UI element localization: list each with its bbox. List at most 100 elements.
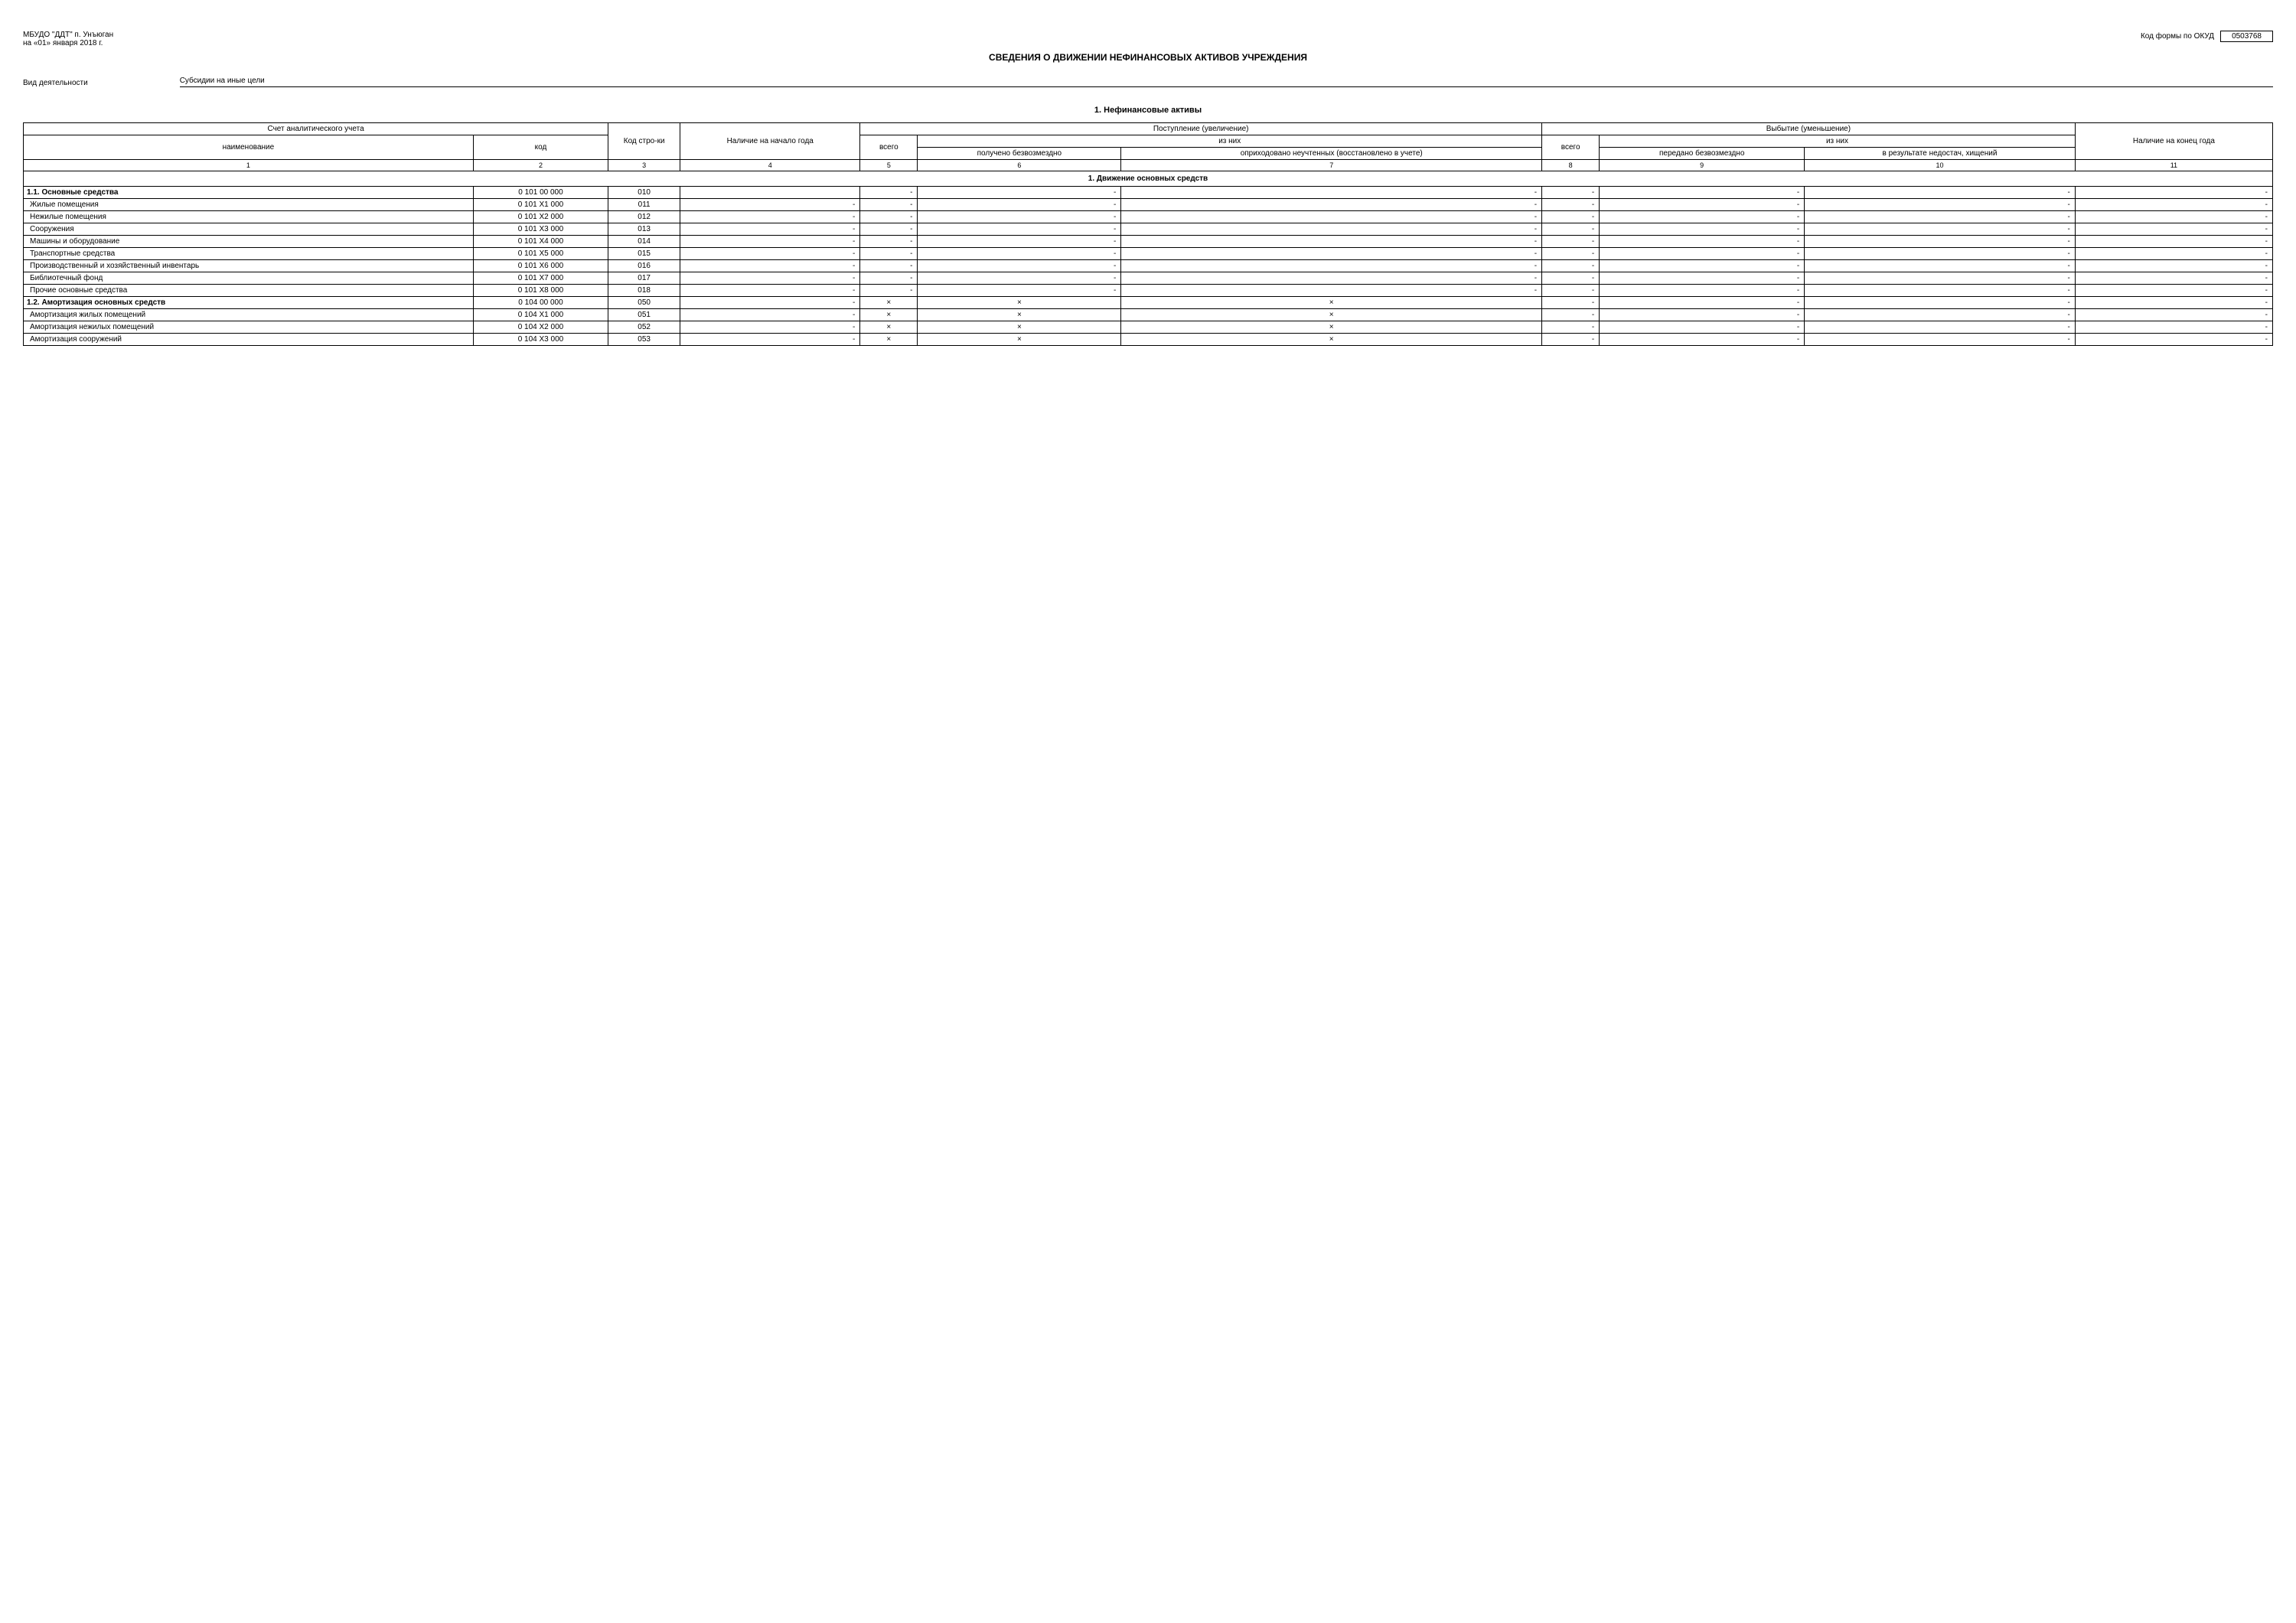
okud-label: Код формы по ОКУД	[2141, 32, 2214, 41]
cell-name: Амортизация сооружений	[24, 334, 474, 346]
cell-outflow-total: -	[1542, 260, 1600, 272]
cell-line: 016	[608, 260, 680, 272]
cell-line: 014	[608, 236, 680, 248]
cell-transferred-free: -	[1600, 297, 1805, 309]
cell-inflow-total: -	[860, 272, 918, 285]
th-code: код	[473, 135, 608, 160]
cell-code: 0 101 00 000	[473, 187, 608, 199]
cell-received-free: ×	[918, 309, 1121, 321]
cell-outflow-total: -	[1542, 223, 1600, 236]
cell-inflow-total: -	[860, 236, 918, 248]
org-name: МБУДО "ДДТ" п. Унъюган	[23, 31, 113, 39]
cell-end: -	[2075, 334, 2272, 346]
th-received-free: получено безвозмездно	[918, 148, 1121, 160]
table-row: Амортизация сооружений0 104 X3 000053-××…	[24, 334, 2273, 346]
colnum: 4	[680, 160, 860, 171]
cell-name: Жилые помещения	[24, 199, 474, 211]
cell-received-free: -	[918, 272, 1121, 285]
cell-start: -	[680, 223, 860, 236]
th-inflow-ofthem: из них	[918, 135, 1542, 148]
colnum: 6	[918, 160, 1121, 171]
cell-start: -	[680, 285, 860, 297]
cell-code: 0 104 X1 000	[473, 309, 608, 321]
cell-transferred-free: -	[1600, 285, 1805, 297]
cell-name: Транспортные средства	[24, 248, 474, 260]
table-row: Библиотечный фонд0 101 X7 000017--------	[24, 272, 2273, 285]
cell-inflow-total: -	[860, 260, 918, 272]
cell-code: 0 101 X3 000	[473, 223, 608, 236]
cell-capitalized: -	[1121, 285, 1542, 297]
colnum: 8	[1542, 160, 1600, 171]
cell-outflow-total: -	[1542, 309, 1600, 321]
cell-end: -	[2075, 187, 2272, 199]
cell-name: Амортизация нежилых помещений	[24, 321, 474, 334]
cell-end: -	[2075, 285, 2272, 297]
cell-end: -	[2075, 211, 2272, 223]
cell-end: -	[2075, 223, 2272, 236]
cell-line: 053	[608, 334, 680, 346]
cell-end: -	[2075, 248, 2272, 260]
cell-outflow-total: -	[1542, 285, 1600, 297]
org-block: МБУДО "ДДТ" п. Унъюган на «01» января 20…	[23, 31, 113, 47]
cell-transferred-free: -	[1600, 211, 1805, 223]
th-line-code: Код стро-ки	[608, 123, 680, 160]
cell-outflow-total: -	[1542, 248, 1600, 260]
cell-code: 0 101 X1 000	[473, 199, 608, 211]
cell-code: 0 101 X8 000	[473, 285, 608, 297]
cell-transferred-free: -	[1600, 236, 1805, 248]
cell-transferred-free: -	[1600, 260, 1805, 272]
colnum: 3	[608, 160, 680, 171]
cell-end: -	[2075, 297, 2272, 309]
section-row: 1. Движение основных средств	[24, 171, 2273, 187]
cell-received-free: ×	[918, 321, 1121, 334]
cell-name: Нежилые помещения	[24, 211, 474, 223]
cell-transferred-free: -	[1600, 334, 1805, 346]
cell-line: 051	[608, 309, 680, 321]
cell-start: -	[680, 248, 860, 260]
table-head: Счет аналитического учета Код стро-ки На…	[24, 123, 2273, 171]
assets-table: Счет аналитического учета Код стро-ки На…	[23, 122, 2273, 346]
cell-shortages: -	[1805, 297, 2076, 309]
cell-name: 1.2. Амортизация основных средств	[24, 297, 474, 309]
cell-capitalized: -	[1121, 248, 1542, 260]
cell-code: 0 101 X7 000	[473, 272, 608, 285]
table-row: Жилые помещения0 101 X1 000011--------	[24, 199, 2273, 211]
cell-outflow-total: -	[1542, 297, 1600, 309]
colnum: 11	[2075, 160, 2272, 171]
cell-inflow-total: -	[860, 223, 918, 236]
cell-name: 1.1. Основные средства	[24, 187, 474, 199]
cell-shortages: -	[1805, 321, 2076, 334]
cell-received-free: -	[918, 236, 1121, 248]
cell-transferred-free: -	[1600, 272, 1805, 285]
cell-shortages: -	[1805, 223, 2076, 236]
cell-shortages: -	[1805, 199, 2076, 211]
cell-end: -	[2075, 236, 2272, 248]
cell-end: -	[2075, 260, 2272, 272]
cell-start: -	[680, 309, 860, 321]
cell-line: 017	[608, 272, 680, 285]
th-end: Наличие на конец года	[2075, 123, 2272, 160]
table-row: Амортизация нежилых помещений0 104 X2 00…	[24, 321, 2273, 334]
cell-code: 0 101 X6 000	[473, 260, 608, 272]
report-date: на «01» января 2018 г.	[23, 39, 113, 47]
cell-capitalized: -	[1121, 272, 1542, 285]
cell-line: 052	[608, 321, 680, 334]
column-number-row: 1 2 3 4 5 6 7 8 9 10 11	[24, 160, 2273, 171]
cell-outflow-total: -	[1542, 187, 1600, 199]
cell-received-free: -	[918, 223, 1121, 236]
cell-outflow-total: -	[1542, 199, 1600, 211]
cell-line: 050	[608, 297, 680, 309]
cell-shortages: -	[1805, 272, 2076, 285]
cell-code: 0 104 X2 000	[473, 321, 608, 334]
cell-transferred-free: -	[1600, 248, 1805, 260]
cell-shortages: -	[1805, 211, 2076, 223]
cell-start: -	[680, 211, 860, 223]
table-row: 1.1. Основные средства0 101 00 000010---…	[24, 187, 2273, 199]
cell-transferred-free: -	[1600, 199, 1805, 211]
cell-start	[680, 187, 860, 199]
cell-capitalized: -	[1121, 199, 1542, 211]
table-row: Амортизация жилых помещений0 104 X1 0000…	[24, 309, 2273, 321]
cell-capitalized: ×	[1121, 309, 1542, 321]
activity-row: Вид деятельности Субсидии на иные цели	[23, 77, 2273, 87]
cell-received-free: -	[918, 285, 1121, 297]
